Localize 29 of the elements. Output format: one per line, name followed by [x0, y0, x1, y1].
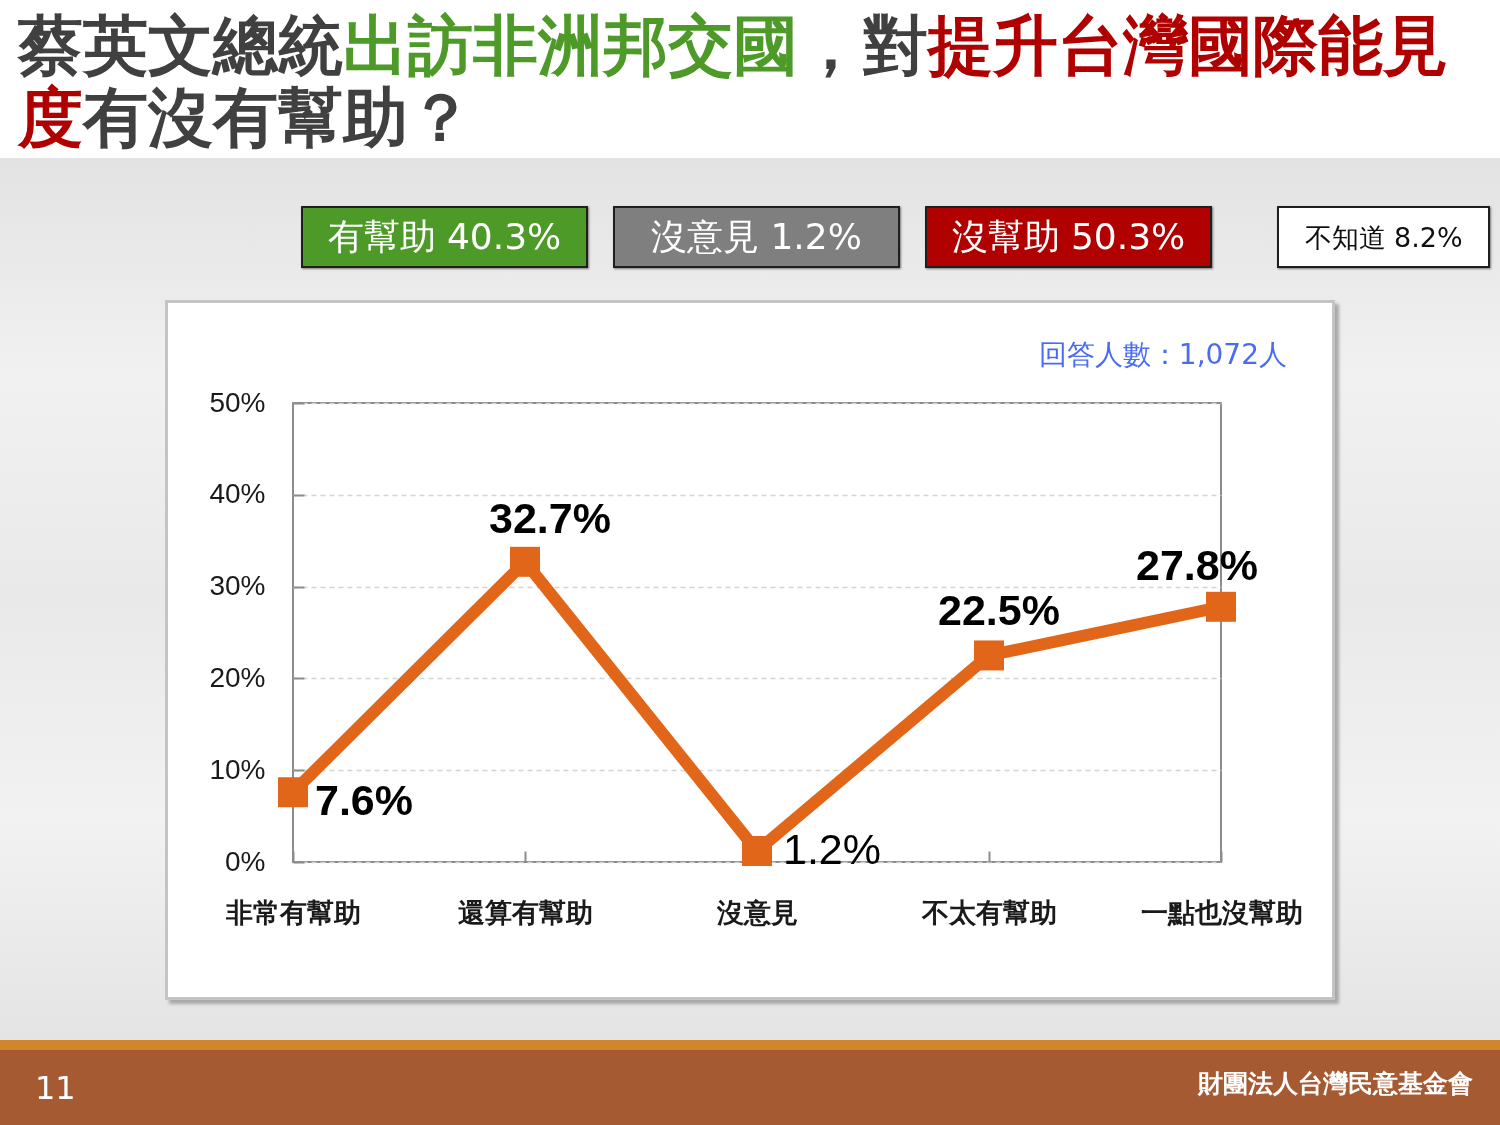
- data-label: 22.5%: [938, 586, 1060, 635]
- text: 沒意見 1.2%: [651, 216, 862, 257]
- y-tick-label: 30%: [209, 570, 266, 602]
- y-tick-label: 20%: [209, 661, 266, 693]
- point: [1206, 591, 1236, 622]
- text: 財團法人台灣民意基金會: [1198, 1068, 1473, 1098]
- data-label: 7.6%: [315, 776, 414, 825]
- x-tick-label: 不太有幫助: [921, 897, 1057, 928]
- text: 沒幫助 50.3%: [951, 216, 1186, 257]
- x-tick-label: 沒意見: [716, 897, 798, 928]
- point: [742, 835, 772, 866]
- x-tick-label: 還算有幫助: [458, 897, 593, 928]
- x-tick-label: 非常有幫助: [225, 897, 361, 928]
- point: [278, 777, 308, 808]
- text: 回答人數：1,072人: [1038, 338, 1287, 371]
- data-label: 27.8%: [1136, 540, 1258, 589]
- chart-title: 蔡英文總統出訪非洲邦交國，對提升台灣國際能見度有沒有幫助？: [18, 8, 1448, 155]
- y-tick-label: 50%: [209, 386, 266, 418]
- text: 有幫助 40.3%: [327, 216, 562, 257]
- data-label: 1.2%: [783, 824, 882, 873]
- data-label: 32.7%: [489, 493, 611, 542]
- text: 不知道 8.2%: [1304, 221, 1463, 253]
- y-tick-label: 0%: [225, 845, 266, 877]
- x-tick-label: 一點也沒幫助: [1140, 897, 1303, 928]
- point: [974, 640, 1004, 671]
- y-tick-label: 40%: [209, 478, 266, 510]
- y-tick-label: 10%: [209, 753, 266, 785]
- point: [510, 546, 540, 577]
- text: 11: [35, 1069, 76, 1107]
